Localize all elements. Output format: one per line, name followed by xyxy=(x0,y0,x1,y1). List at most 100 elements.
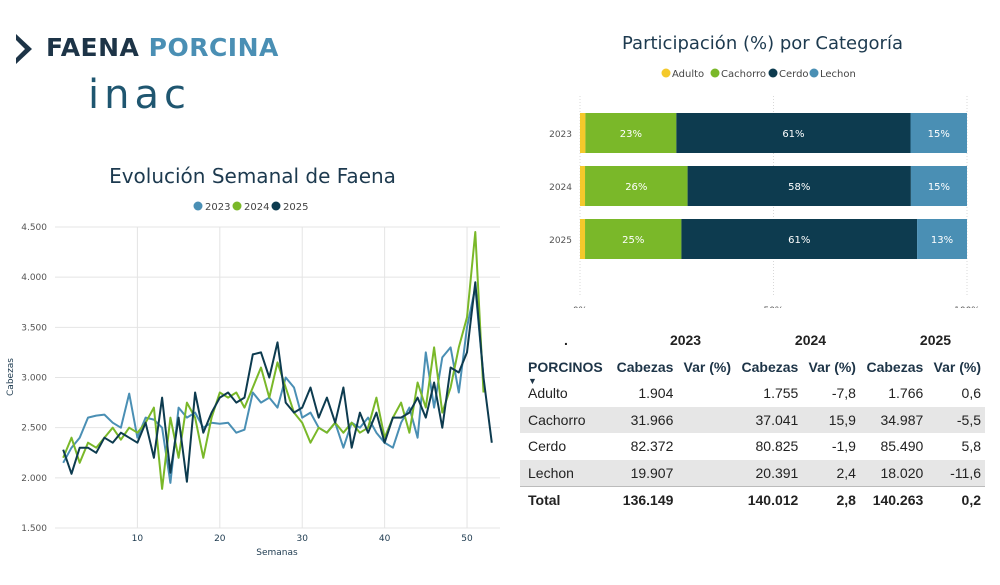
legend-label-2023: 2023 xyxy=(205,202,230,213)
series-line-2023 xyxy=(62,286,485,484)
legend-marker-lechon xyxy=(809,68,819,78)
bar-data-label: 58% xyxy=(788,182,810,193)
table-cell: 1.755 xyxy=(763,385,799,402)
table-cell-category: Total xyxy=(520,486,611,514)
table-cell: 82.372 xyxy=(630,438,674,455)
legend-marker-adulto xyxy=(661,68,671,78)
table-col-cabezas-2024: Cabezas xyxy=(741,358,799,375)
y-tick-label: 2024 xyxy=(549,183,572,193)
table-cell xyxy=(677,406,736,433)
table-cell: 34.987 xyxy=(859,406,928,433)
table-col-var-2025: Var (%) xyxy=(933,358,981,375)
bar-segment-adulto-2025 xyxy=(580,219,586,259)
x-tick-label: 50% xyxy=(763,306,783,308)
bar-data-label: 13% xyxy=(931,235,953,246)
table-year-2023: 2023 xyxy=(669,332,702,349)
table-col-var-2024: Var (%) xyxy=(808,358,856,375)
table-cell: 140.012 xyxy=(735,486,803,514)
table-cell: 19.907 xyxy=(610,459,678,487)
table-cell: 18.020 xyxy=(859,459,928,487)
table-cell: 37.041 xyxy=(735,406,803,433)
bar-segment-cachorro-2024 xyxy=(585,166,688,206)
legend-marker-2023 xyxy=(193,201,203,211)
bar-chart-y-axis: 2023 2024 2025 xyxy=(549,130,572,246)
table-col-cabezas-2023: Cabezas xyxy=(616,358,674,375)
table-cell: -7,8 xyxy=(831,385,856,402)
table-row-header[interactable]: PORCINOS ▼ xyxy=(520,354,610,386)
table-cell: 15,9 xyxy=(802,406,860,433)
table-row-header-label: PORCINOS xyxy=(528,358,603,375)
table-column-header-row: PORCINOS ▼ Cabezas Var (%) Cabezas Var (… xyxy=(520,354,985,386)
y-tick-label: 2.000 xyxy=(21,474,47,484)
table-cell: 140.263 xyxy=(859,486,928,514)
table-col-var-2023: Var (%) xyxy=(683,358,732,375)
table-cell-category: Lechon xyxy=(520,459,611,487)
bar-segment-lechon-2025 xyxy=(917,219,967,259)
bar-segment-cachorro-2023 xyxy=(585,113,677,153)
page-title: FAENA PORCINA xyxy=(46,33,279,62)
bar-segment-cachorro-2025 xyxy=(585,219,682,259)
table-cell xyxy=(677,433,735,460)
bar-chart-legend: Adulto Cachorro Cerdo Lechon xyxy=(661,68,856,80)
table-cell: 1.904 xyxy=(638,385,674,402)
legend-marker-2024 xyxy=(232,201,242,211)
line-chart-series xyxy=(62,231,493,490)
legend-label-2024: 2024 xyxy=(244,202,269,213)
table-cell xyxy=(677,380,735,407)
table-cell: 85.490 xyxy=(880,438,924,455)
legend-label-adulto: Adulto xyxy=(672,69,704,80)
inac-logo: inac xyxy=(88,72,191,118)
bar-chart-x-axis: 0% 50% 100% xyxy=(573,306,980,308)
table-row: Lechon 19.907 20.391 2,4 18.020 -11,6 xyxy=(520,459,985,487)
x-tick-label: 20 xyxy=(214,534,226,544)
line-chart-y-axis: 1.500 2.000 2.500 3.000 3.500 4.000 4.500 xyxy=(21,223,47,534)
line-chart-title: Evolución Semanal de Faena xyxy=(109,164,396,188)
bar-segment-adulto-2023 xyxy=(580,113,586,153)
bar-data-label: 61% xyxy=(788,235,810,246)
table-row: Adulto 1.904 1.755 -7,8 1.766 0,6 xyxy=(520,380,985,407)
x-tick-label: 0% xyxy=(573,306,588,308)
legend-marker-cerdo xyxy=(768,68,778,78)
y-tick-label: 3.500 xyxy=(21,323,47,333)
x-tick-label: 10 xyxy=(132,534,144,544)
table-row: Cerdo 82.372 80.825 -1,9 85.490 5,8 xyxy=(520,433,985,460)
x-tick-label: 50 xyxy=(461,534,473,544)
sort-desc-icon[interactable]: ▼ xyxy=(528,375,537,386)
page-title-part2: PORCINA xyxy=(148,33,279,62)
faena-table: . 2023 2024 2025 PORCINOS ▼ Cabezas Var … xyxy=(520,327,985,514)
bar-chart-bars: 23% 61% 15% 26% 58% 15% 25% 61% 13% xyxy=(580,113,967,259)
bar-segment-cerdo-2023 xyxy=(676,113,911,153)
table-cell-category: Cachorro xyxy=(520,406,611,433)
legend-label-cerdo: Cerdo xyxy=(779,69,809,80)
y-tick-label: 4.000 xyxy=(21,273,47,283)
bar-segment-cerdo-2025 xyxy=(681,219,918,259)
table-cell: 1.766 xyxy=(888,385,924,402)
series-line-2025 xyxy=(62,281,493,483)
bar-data-label: 25% xyxy=(622,235,644,246)
bar-segment-lechon-2023 xyxy=(910,113,967,153)
table-cell xyxy=(677,486,736,514)
line-chart-gridlines xyxy=(55,226,500,529)
table-corner: . xyxy=(564,332,568,349)
y-tick-label: 2025 xyxy=(549,236,572,246)
series-line-2024 xyxy=(62,231,485,490)
line-chart-legend: 2023 2024 2025 xyxy=(193,201,308,213)
bar-segment-lechon-2024 xyxy=(910,166,967,206)
chevron-right-icon xyxy=(16,34,32,64)
bar-data-label: 15% xyxy=(928,129,950,140)
bar-segment-adulto-2024 xyxy=(580,166,586,206)
table-cell: 31.966 xyxy=(610,406,678,433)
table-year-header-row: . 2023 2024 2025 xyxy=(520,327,985,354)
y-tick-label: 4.500 xyxy=(21,223,47,233)
y-tick-label: 2.500 xyxy=(21,424,47,434)
bar-data-label: 26% xyxy=(625,182,647,193)
table-row: Cachorro 31.966 37.041 15,9 34.987 -5,5 xyxy=(520,406,985,433)
y-tick-label: 2023 xyxy=(549,130,572,140)
table-cell-category: Adulto xyxy=(528,385,568,402)
legend-marker-2025 xyxy=(271,201,281,211)
line-chart-y-label: Cabezas xyxy=(6,358,16,396)
table-col-cabezas-2025: Cabezas xyxy=(866,358,924,375)
bar-data-label: 61% xyxy=(782,129,804,140)
table-cell: 136.149 xyxy=(610,486,678,514)
bar-chart-title: Participación (%) por Categoría xyxy=(622,33,903,54)
